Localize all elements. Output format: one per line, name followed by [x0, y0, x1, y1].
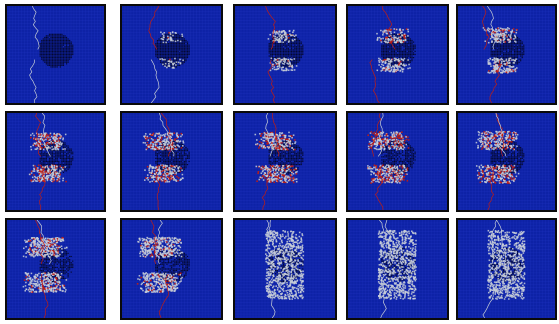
simulation-panel-2	[120, 4, 223, 105]
damage-zone	[475, 130, 520, 184]
crack-paths	[148, 6, 160, 103]
simulation-panel-10	[456, 111, 557, 212]
crack-paths	[487, 113, 507, 210]
simulation-panel-11	[5, 218, 106, 320]
damage-zone	[376, 28, 411, 73]
simulation-panel-12	[120, 218, 223, 320]
crack-paths	[379, 220, 394, 318]
damage-zone	[254, 131, 298, 184]
damage-zone	[267, 29, 298, 72]
simulation-panel-5	[456, 4, 557, 105]
mesh-grid	[122, 113, 221, 210]
mesh-grid	[458, 113, 555, 210]
damage-zone	[367, 131, 410, 184]
damage-zone	[377, 229, 417, 300]
inclusion-region	[39, 33, 74, 68]
mesh-grid	[7, 220, 104, 318]
simulation-panel-15	[456, 218, 557, 320]
crack-paths	[265, 6, 276, 103]
crack-paths	[482, 220, 507, 318]
simulation-panel-1	[5, 4, 106, 105]
simulation-panel-6	[5, 111, 106, 212]
damage-zone	[487, 229, 526, 300]
crack-paths	[482, 6, 502, 103]
inclusion-region	[490, 33, 525, 68]
crack-paths	[369, 6, 396, 103]
damage-zone	[28, 132, 67, 183]
simulation-panel-8	[233, 111, 337, 212]
simulation-panel-9	[346, 111, 449, 212]
crack-paths	[150, 220, 170, 318]
damage-zone	[142, 132, 185, 183]
simulation-panel-13	[233, 218, 337, 320]
mesh-grid	[348, 113, 447, 210]
mesh-grid	[458, 6, 555, 103]
mesh-grid	[7, 6, 104, 103]
simulation-panel-7	[120, 111, 223, 212]
crack-paths	[266, 220, 281, 318]
crack-paths	[35, 220, 52, 318]
simulation-panel-3	[233, 4, 337, 105]
crack-paths	[35, 113, 51, 210]
simulation-panel-14	[346, 218, 449, 320]
damage-zone	[265, 229, 305, 300]
mesh-grid	[235, 113, 335, 210]
crack-paths	[261, 113, 280, 210]
damage-zone	[159, 31, 184, 69]
crack-paths	[29, 6, 40, 103]
damage-zone	[22, 236, 68, 293]
crack-paths	[155, 113, 175, 210]
simulation-panel-4	[346, 4, 449, 105]
crack-paths	[371, 113, 384, 210]
damage-zone	[136, 236, 184, 294]
